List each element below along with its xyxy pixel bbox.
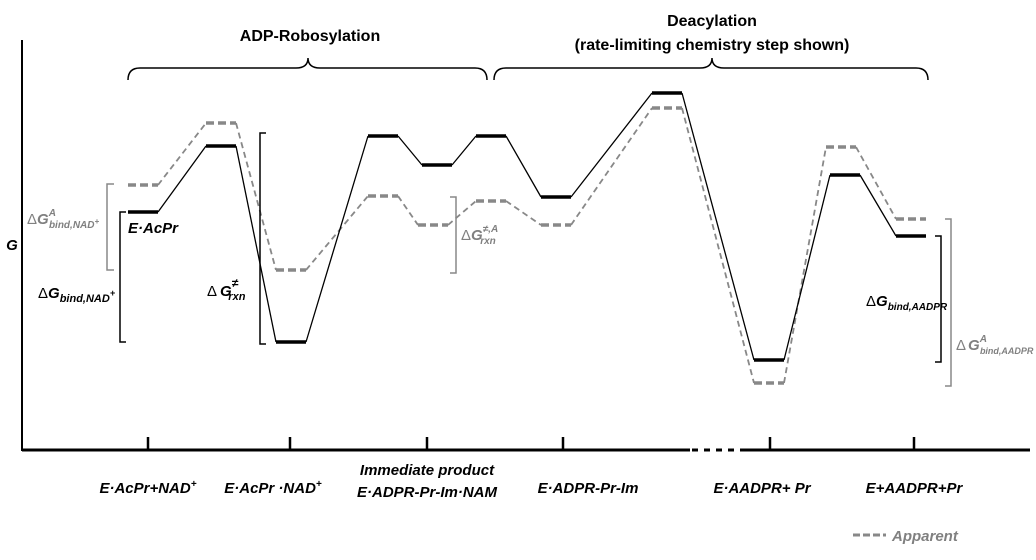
text-part: Δ <box>38 285 48 302</box>
state-name: E·AADPR+ Pr <box>713 480 811 497</box>
x-ticks <box>146 437 916 450</box>
text-part: G <box>968 337 980 354</box>
text-part: rxn <box>228 291 245 303</box>
bracket <box>945 218 952 387</box>
state-name: E+AADPR+Pr <box>866 480 964 497</box>
annotation: ΔGA bind,NAD+ <box>27 208 99 231</box>
annotation: Δ GA bind,AADPR <box>956 334 1034 356</box>
state-name: Immediate product <box>360 462 495 479</box>
annotation: ΔGbind,NAD+ <box>38 285 116 305</box>
text-part: Δ <box>461 227 471 244</box>
bracket <box>450 196 457 274</box>
brace <box>127 57 488 81</box>
phase-label: ADP-Robosylation <box>240 28 380 45</box>
text-part: + <box>110 288 116 298</box>
bracket <box>259 132 266 345</box>
y-axis-label: G <box>6 237 18 254</box>
phase-label: Deacylation <box>667 13 757 30</box>
annotation: Δ G≠ rxn <box>207 276 246 303</box>
text-part: Δ <box>27 211 37 228</box>
state-name: E·ADPR-Pr-Im <box>538 480 639 497</box>
levels <box>128 91 926 362</box>
text-part: E·AcPr+NAD <box>99 480 190 497</box>
text-part: bind,AADPR <box>980 346 1034 356</box>
text-part: G <box>48 285 60 302</box>
text-part: Δ <box>207 283 217 300</box>
annotation: ΔGbind,AADPR <box>866 293 948 313</box>
bracket <box>106 183 114 271</box>
state-name: E·AcPr+NAD+ <box>99 479 196 497</box>
text-part: A <box>979 334 987 345</box>
text-part: + <box>191 479 197 490</box>
text-part: bind,AADPR <box>888 302 948 313</box>
legend-label: Apparent <box>891 528 959 545</box>
phase-note: (rate-limiting chemistry step shown) <box>575 37 850 54</box>
text-part: + <box>94 217 99 226</box>
state-name: E·AcPr ·NAD+ <box>224 479 322 497</box>
state-name: E·ADPR-Pr-Im·NAM <box>357 484 498 501</box>
text-part: bind,NAD <box>49 220 95 231</box>
text-part: ≠ <box>232 276 239 290</box>
text-part: Δ <box>956 337 966 354</box>
text-part: G <box>876 293 888 310</box>
bracket <box>935 235 942 363</box>
text-part: bind,NAD <box>60 293 110 305</box>
text-part: G <box>471 227 483 244</box>
profile-path <box>157 92 897 361</box>
text-part: E·AcPr ·NAD <box>224 480 316 497</box>
text-part: rxn <box>480 236 496 247</box>
brace <box>493 57 929 81</box>
text-part: + <box>316 479 322 490</box>
text-part: G <box>37 211 49 228</box>
text-part: A <box>48 208 56 219</box>
text-part: ≠,A <box>483 224 499 235</box>
state-label: E·AcPr <box>128 220 179 237</box>
apparent-path <box>157 107 897 384</box>
text-part: Δ <box>866 293 876 310</box>
annotation: ΔG≠,A rxn <box>461 224 498 247</box>
bracket <box>119 211 126 343</box>
apparent-levels <box>128 106 926 385</box>
text-part: G <box>220 283 232 300</box>
